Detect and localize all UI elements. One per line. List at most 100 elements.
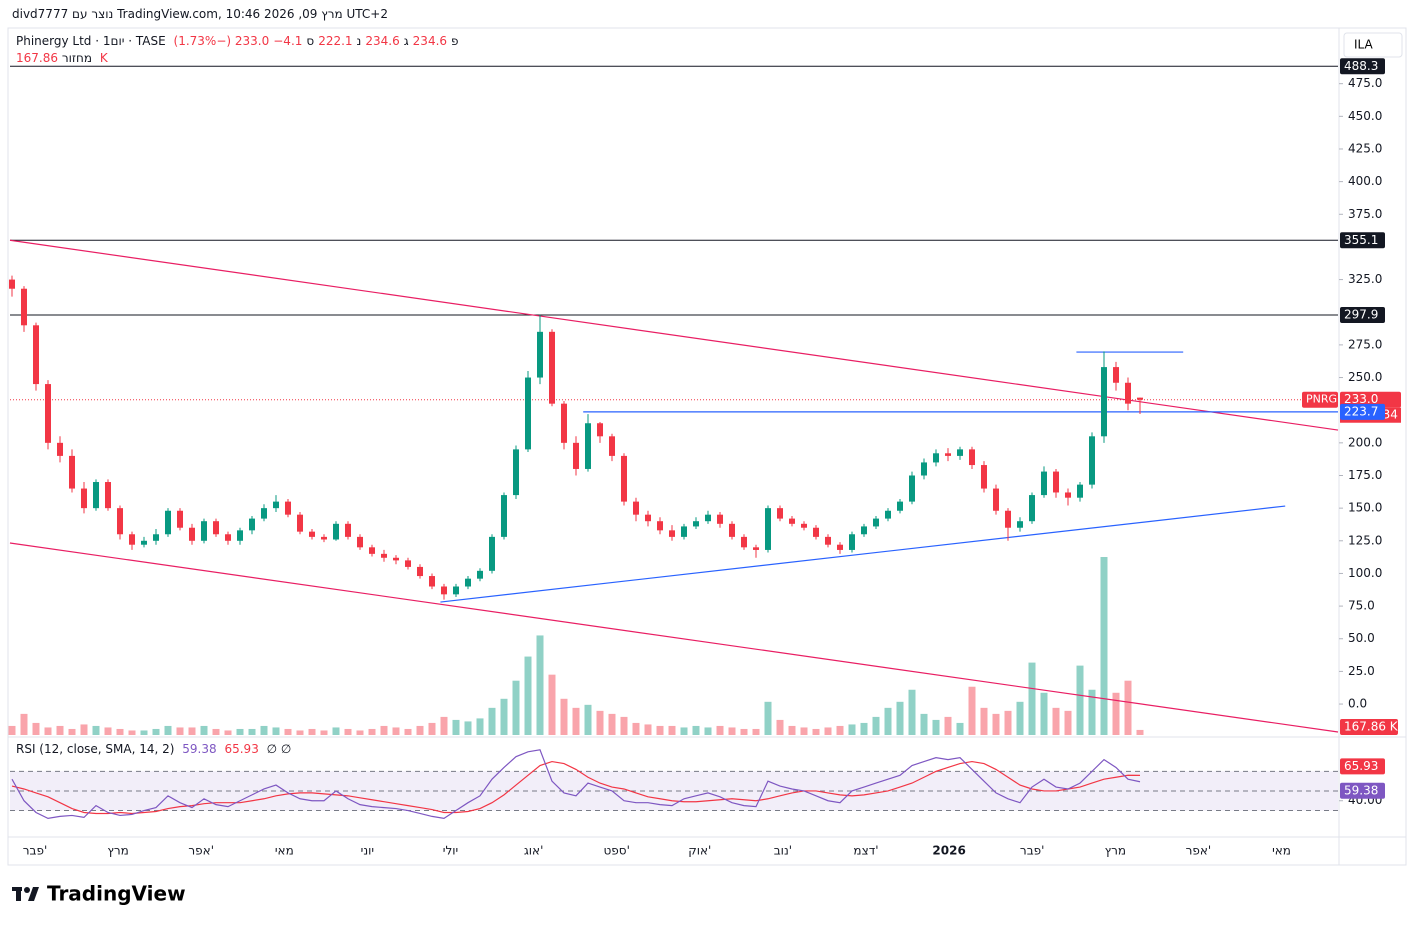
logo-mark [28,887,39,901]
volume-bar [104,727,112,735]
candle-body [1065,492,1071,498]
candle-body [273,501,279,509]
caption: divd7777 נוצר עם TradingView.com, 10:46 … [12,7,388,21]
volume-bar [44,727,52,735]
volume-bar [884,707,892,735]
volume-bar [116,728,124,735]
candle-body [429,576,435,587]
x-tick-label: פבר' [23,844,48,858]
rsi-ma-badge-bg [1340,758,1385,775]
volume-label-bg [1340,719,1398,735]
last-price-label: 233.0 [1344,392,1378,406]
last-price-label-bg [1340,391,1401,408]
ohlc-label: נ [356,34,362,48]
currency-box[interactable] [1343,32,1403,58]
candle-body [1017,521,1023,528]
x-tick-label: מאי [275,844,294,858]
candle-body [141,540,147,545]
volume-bar [248,728,256,735]
y-tick-label: 275.0 [1348,337,1382,351]
candle-body [897,501,903,511]
candle-body [69,455,75,489]
volume-bar [728,727,736,735]
volume-bar [860,722,868,735]
candle-body [789,518,795,524]
volume-bar [1016,701,1024,735]
price-line-label-bg [1340,232,1385,249]
volume-bar [668,725,676,735]
volume-bar [560,698,568,735]
candle-body [669,530,675,537]
volume-bar [200,725,208,735]
volume-bar [428,722,436,735]
candle-body [537,331,543,378]
volume-bar [596,710,604,735]
candle-body [177,510,183,528]
candle-body [381,553,387,558]
trendline-label-bg [1340,403,1385,420]
volume-bar [872,716,880,735]
volume-bar [272,727,280,735]
volume-bar [644,724,652,735]
volume-bar [956,722,964,735]
candle-body [213,521,219,535]
candle-body [1005,510,1011,528]
candle-body [345,523,351,537]
candle-body [1077,484,1083,498]
ohlc-label: ג [403,34,409,48]
volume-bar [164,725,172,735]
volume-bar [1124,680,1132,735]
x-tick-label: דצמ' [853,844,878,858]
candle-body [717,514,723,524]
volume-bar [404,728,412,735]
ticker: PNRG [1306,393,1337,406]
candle-body [849,534,855,550]
candle-body [753,547,759,550]
candle-body [405,560,411,567]
candle-body [657,521,663,531]
candle-body [1125,382,1131,404]
x-tick-label: מרץ [1105,844,1126,858]
y-tick-label: 250.0 [1348,370,1382,384]
y-tick-label: 325.0 [1348,272,1382,286]
volume-bar [188,727,196,735]
x-tick-label: אפר' [188,844,214,858]
volume-bar [704,727,712,735]
volume-bar [920,713,928,735]
candle-body [801,523,807,528]
y-tick-label: 0.0 [1348,697,1367,711]
candle-body [117,508,123,535]
volume-bar [452,719,460,735]
candle-body [645,514,651,522]
trendline [9,239,1339,431]
y-tick-label: 100.0 [1348,566,1382,580]
ohlc-value: 234.6 [365,34,400,48]
candle-body [153,534,159,541]
volume-bar [212,728,220,735]
y-tick-label: 125.0 [1348,533,1382,547]
volume-bar [848,724,856,735]
volume-bar [476,718,484,735]
candle-body [945,453,951,456]
volume-value: 167.86 K [16,51,108,65]
rsi-ma-line [11,760,1141,815]
candle-body [201,521,207,541]
rsi-ma-value: 65.93 [224,742,259,756]
candle-body [1089,436,1095,485]
logo: TradingView [12,882,186,906]
volume-bar [1004,710,1012,735]
candle-body [21,288,27,326]
candle-body [825,536,831,545]
volume-bar [284,728,292,735]
x-tick-label: אפר' [1186,844,1212,858]
x-tick-label: 2026 [932,844,965,858]
candle-body [417,566,423,577]
candle-body [1137,397,1143,400]
price-line-label-bg [1340,58,1385,75]
volume-bar [908,689,916,735]
candle-body [1101,367,1107,437]
volume-bar [764,701,772,735]
x-tick-label: אוק' [688,844,711,858]
volume-legend: מחזור 167.86 K [16,51,112,65]
